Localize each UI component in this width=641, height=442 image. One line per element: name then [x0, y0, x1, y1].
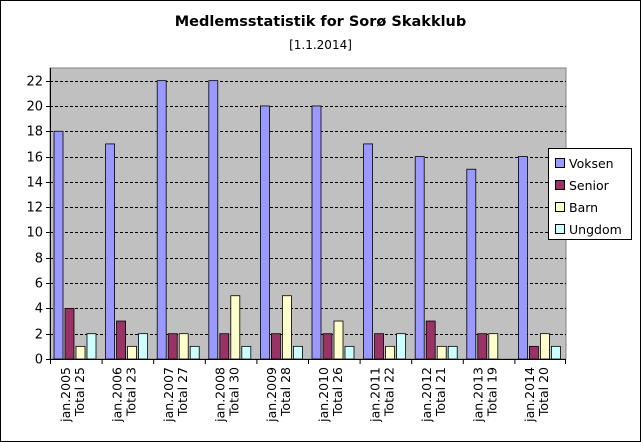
y-tick-label: 18 — [26, 125, 43, 140]
bar-barn — [75, 345, 86, 360]
bar-senior — [167, 333, 178, 360]
x-tick-label: jan.2005 — [58, 367, 73, 423]
bar-senior — [529, 345, 539, 360]
bar-senior — [270, 333, 281, 360]
legend-swatch-ungdom — [555, 224, 565, 234]
y-tick-label: 4 — [35, 302, 43, 317]
x-tick-label: jan.2008 — [213, 367, 228, 423]
legend-swatch-senior — [555, 180, 565, 190]
x-tick-label: jan.2009 — [264, 367, 279, 423]
bar-ungdom — [241, 345, 252, 360]
chart-title: Medlemsstatistik for Sorø Skakklub — [174, 14, 467, 30]
legend-item-voksen: Voksen — [549, 152, 631, 174]
legend-label-ungdom: Ungdom — [569, 221, 622, 237]
bar-ungdom — [138, 333, 149, 360]
x-tick-label: Total 20 — [536, 367, 551, 417]
legend-item-senior: Senior — [549, 174, 631, 196]
y-tick-label: 14 — [26, 176, 43, 191]
bar-barn — [540, 333, 550, 360]
chart-legend: Voksen Senior Barn Ungdom — [548, 148, 632, 240]
bar-barn — [488, 333, 499, 360]
bar-senior — [477, 333, 488, 360]
legend-item-ungdom: Ungdom — [549, 218, 631, 240]
bar-ungdom — [189, 345, 200, 360]
bar-voksen — [259, 105, 270, 360]
bar-voksen — [105, 143, 115, 360]
x-tick-label: Total 27 — [175, 367, 190, 417]
x-tick-label: Total 30 — [227, 367, 242, 417]
x-tick-label: Total 28 — [278, 367, 293, 417]
bar-senior — [219, 333, 230, 360]
bar-ungdom — [86, 333, 97, 360]
x-tick-label: jan.2012 — [419, 367, 434, 423]
x-tick-label: jan.2011 — [367, 367, 382, 423]
bar-barn — [333, 320, 344, 360]
bar-voksen — [466, 168, 477, 360]
legend-label-barn: Barn — [569, 199, 599, 215]
bar-voksen — [414, 156, 425, 360]
bar-senior — [425, 320, 436, 360]
y-tick-label: 20 — [26, 100, 43, 115]
legend-label-senior: Senior — [569, 177, 609, 193]
x-tick-label: jan.2007 — [161, 367, 176, 423]
y-tick-label: 16 — [26, 151, 43, 166]
x-tick-label: jan.2013 — [471, 367, 486, 423]
bar-senior — [64, 307, 75, 360]
x-tick-label: Total 22 — [381, 367, 396, 417]
y-tick-label: 12 — [26, 201, 43, 216]
y-tick-label: 6 — [35, 277, 43, 292]
x-tick-label: jan.2014 — [522, 367, 537, 423]
legend-label-voksen: Voksen — [569, 155, 614, 171]
bar-senior — [322, 333, 333, 360]
bar-senior — [116, 320, 126, 360]
bar-ungdom — [292, 345, 303, 360]
plot-area — [49, 67, 567, 360]
bar-ungdom — [551, 345, 561, 360]
bar-barn — [281, 295, 292, 360]
x-tick-label: Total 19 — [485, 367, 500, 417]
bar-ungdom — [396, 333, 407, 360]
bar-voksen — [53, 130, 64, 360]
legend-swatch-barn — [555, 202, 565, 212]
x-tick-label: Total 23 — [123, 367, 138, 417]
bar-voksen — [208, 80, 219, 360]
legend-swatch-voksen — [555, 158, 565, 168]
bar-barn — [178, 333, 189, 360]
y-tick-label: 0 — [35, 353, 43, 368]
chart-subtitle: [1.1.2014] — [289, 38, 352, 52]
bar-senior — [374, 333, 385, 360]
bar-voksen — [311, 105, 322, 360]
bar-voksen — [363, 143, 374, 360]
y-tick-label: 8 — [35, 252, 43, 267]
bar-ungdom — [447, 345, 458, 360]
y-tick-label: 22 — [26, 75, 43, 90]
x-tick-label: jan.2010 — [316, 367, 331, 423]
bar-voksen — [156, 80, 167, 360]
bar-ungdom — [344, 345, 355, 360]
x-tick-label: Total 25 — [72, 367, 87, 417]
x-tick-label: Total 21 — [433, 367, 448, 417]
bar-barn — [436, 345, 447, 360]
bar-barn — [230, 295, 241, 360]
bar-voksen — [518, 156, 528, 360]
y-tick-label: 10 — [26, 226, 43, 241]
bar-barn — [127, 345, 137, 360]
legend-item-barn: Barn — [549, 196, 631, 218]
x-tick-label: jan.2006 — [109, 367, 124, 423]
x-tick-label: Total 26 — [330, 367, 345, 417]
y-tick-label: 2 — [35, 328, 43, 343]
bar-barn — [385, 345, 396, 360]
